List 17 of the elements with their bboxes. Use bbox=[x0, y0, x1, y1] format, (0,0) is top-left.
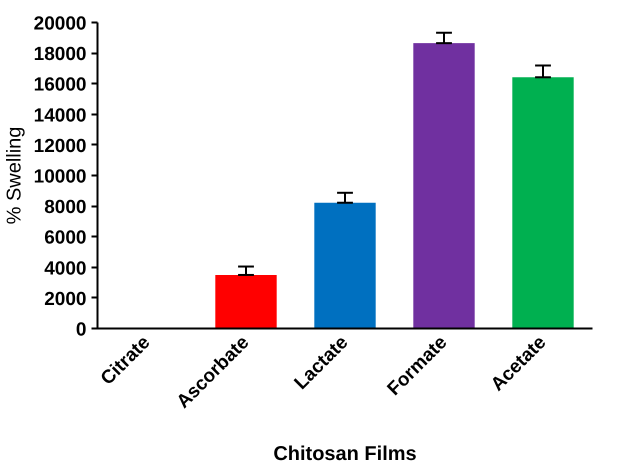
y-tick-label: 20000 bbox=[34, 14, 87, 34]
y-tick-label: 4000 bbox=[44, 258, 87, 280]
bar bbox=[314, 202, 376, 328]
y-tick-label: 16000 bbox=[34, 74, 87, 96]
y-tick-label: 14000 bbox=[34, 105, 87, 126]
bar bbox=[512, 77, 574, 328]
x-axis-title: Chitosan Films bbox=[273, 443, 417, 466]
y-tick-label: 12000 bbox=[34, 136, 87, 157]
y-tick-label: 10000 bbox=[34, 166, 87, 188]
y-tick-label: 8000 bbox=[44, 197, 87, 218]
bar bbox=[413, 43, 475, 328]
y-axis-title: % Swelling bbox=[4, 126, 26, 224]
y-tick-label: 0 bbox=[76, 320, 87, 340]
bar bbox=[215, 274, 277, 328]
y-tick-label: 18000 bbox=[34, 44, 87, 66]
y-tick-label: 6000 bbox=[44, 228, 87, 249]
y-tick-label: 2000 bbox=[44, 288, 87, 310]
